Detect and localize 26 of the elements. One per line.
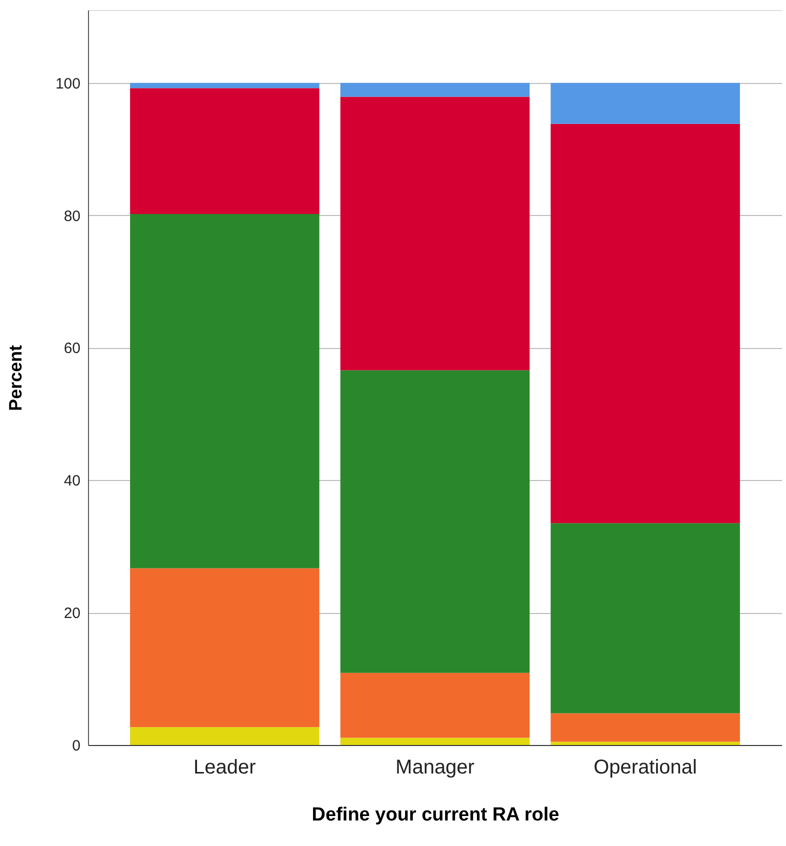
bar bbox=[130, 214, 320, 568]
y-tick-label: 0 bbox=[72, 738, 80, 754]
bar bbox=[550, 82, 740, 124]
y-tick-label: 80 bbox=[64, 208, 80, 225]
x-axis-title: Define your current RA role bbox=[312, 804, 560, 826]
bar bbox=[340, 370, 530, 673]
y-axis-title: Percent bbox=[5, 344, 26, 412]
bar bbox=[550, 523, 740, 714]
y-tick-label: 20 bbox=[64, 605, 80, 622]
bar bbox=[130, 88, 320, 214]
bar bbox=[340, 672, 530, 738]
bar bbox=[550, 742, 740, 745]
bar bbox=[130, 82, 320, 88]
bar bbox=[130, 727, 320, 745]
x-tick-label: Manager bbox=[396, 756, 475, 778]
bar bbox=[340, 96, 530, 370]
x-tick-label: Leader bbox=[194, 756, 256, 778]
bar bbox=[550, 713, 740, 742]
bar bbox=[550, 124, 740, 524]
bar bbox=[340, 82, 530, 97]
y-tick-label: 60 bbox=[64, 340, 80, 358]
bar bbox=[340, 738, 530, 745]
y-tick-label: 100 bbox=[55, 75, 80, 92]
y-tick-label: 40 bbox=[64, 472, 80, 490]
x-tick-label: Operational bbox=[594, 756, 698, 778]
bar bbox=[130, 568, 320, 728]
